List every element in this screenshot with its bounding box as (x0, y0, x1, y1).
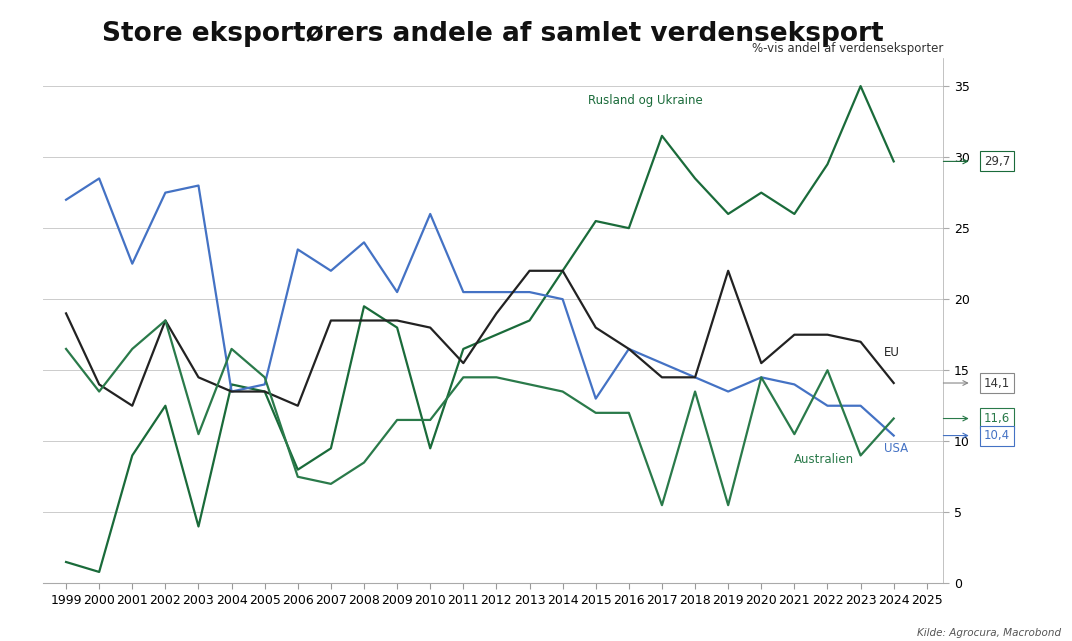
Text: USA: USA (883, 442, 908, 455)
Title: Store eksportørers andele af samlet verdenseksport: Store eksportørers andele af samlet verd… (102, 21, 884, 47)
Text: Rusland og Ukraine: Rusland og Ukraine (589, 94, 703, 108)
Text: Kilde: Agrocura, Macrobond: Kilde: Agrocura, Macrobond (918, 628, 1061, 638)
Text: 14,1: 14,1 (943, 376, 1010, 390)
Text: EU: EU (883, 346, 899, 359)
Text: 10,4: 10,4 (943, 429, 1010, 442)
Text: %-vis andel af verdenseksporter: %-vis andel af verdenseksporter (751, 42, 943, 55)
Text: 11,6: 11,6 (943, 412, 1010, 425)
Text: 29,7: 29,7 (943, 155, 1010, 168)
Text: Australien: Australien (794, 453, 854, 466)
